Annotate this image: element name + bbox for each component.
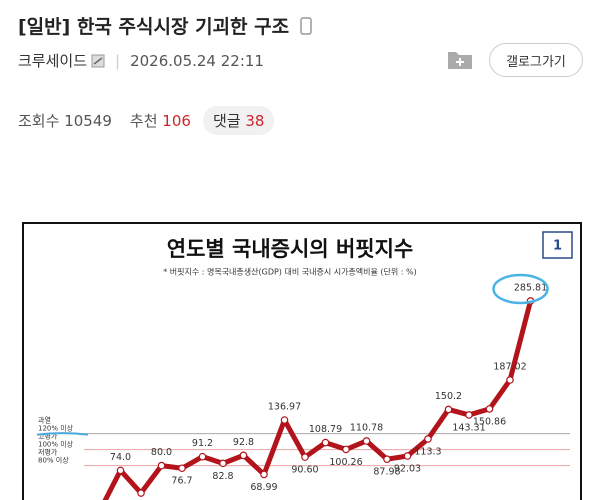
value-label: 108.79 [309, 424, 342, 435]
value-label: 90.60 [291, 465, 318, 476]
reference-label: 고평가 [38, 432, 58, 441]
data-point [239, 451, 248, 460]
post-title: [일반] 한국 주식시장 기괴한 구조 [18, 12, 312, 39]
highlight-circle [492, 273, 549, 305]
reference-label: 과열 [38, 416, 51, 425]
comments-label: 댓글 [212, 112, 241, 130]
datetime: 2026.05.24 22:11 [130, 51, 264, 70]
chart-title: 연도별 국내증시의 버핏지수 [167, 237, 413, 261]
data-point [219, 459, 227, 468]
value-label: 110.78 [350, 422, 383, 433]
views: 10549 [64, 111, 112, 130]
folder-add-icon[interactable] [447, 48, 473, 70]
value-label: 285.81 [514, 282, 547, 293]
value-label: 150.2 [435, 391, 462, 402]
chart-subtitle: * 버핏지수 : 명목국내총생산(GDP) 대비 국내증시 시가총액비율 (단위… [163, 267, 417, 277]
highlight-underline [36, 432, 89, 436]
badge: 1 [553, 239, 562, 254]
data-point [362, 437, 371, 445]
gallog-button[interactable]: 갤로그가기 [489, 43, 583, 77]
title-text: 한국 주식시장 기괴한 구조 [76, 16, 290, 38]
author-icon [91, 54, 105, 67]
value-label: 68.99 [250, 482, 277, 493]
badge-box [542, 231, 573, 259]
data-point [198, 452, 207, 461]
data-point [383, 455, 391, 464]
data-point [301, 453, 309, 461]
category: [일반] [18, 16, 71, 38]
value-label: 113.3 [414, 446, 441, 457]
post-stats: 조회수 10549 추천 106 댓글 38 [18, 106, 275, 135]
data-point [444, 405, 453, 414]
value-label: 100.26 [329, 457, 362, 468]
recommend-label: 추천 [129, 112, 158, 130]
data-point [506, 376, 514, 384]
value-label: 150.86 [473, 416, 506, 427]
value-label: 92.03 [394, 463, 421, 474]
data-point [403, 452, 412, 460]
data-point [321, 438, 330, 447]
value-label: 92.8 [233, 437, 254, 448]
data-point [280, 416, 289, 424]
value-label: 136.97 [268, 402, 301, 413]
value-label: 82.8 [212, 471, 233, 482]
value-label: 143.31 [452, 422, 485, 433]
recommend: 106 [162, 111, 191, 130]
value-label: 74.0 [110, 452, 131, 463]
data-point [260, 470, 268, 479]
separator: | [115, 51, 121, 70]
chart-image: 연도별 국내증시의 버핏지수 * 버핏지수 : 명목국내총생산(GDP) 대비 … [22, 222, 582, 500]
mobile-icon [299, 17, 312, 35]
data-point [178, 464, 186, 473]
comments: 38 [245, 112, 265, 130]
data-point [485, 405, 494, 413]
data-point [137, 489, 145, 497]
value-label: 76.7 [171, 476, 192, 487]
value-label: 80.0 [151, 447, 172, 458]
data-point [424, 435, 432, 443]
author[interactable]: 크루세이드 [18, 52, 88, 70]
data-point [116, 466, 125, 475]
data-point [465, 411, 473, 419]
data-point [157, 461, 166, 470]
reference-sublabel: 120% 이상 [38, 424, 74, 433]
value-label: 87.98 [373, 467, 400, 478]
reference-label: 저평가 [38, 448, 58, 457]
value-label: 187.02 [493, 361, 526, 372]
reference-sublabel: 80% 이상 [38, 456, 69, 465]
data-line [102, 300, 533, 500]
data-point [342, 445, 350, 454]
reference-sublabel: 100% 이상 [38, 440, 74, 449]
comments-pill[interactable]: 댓글 38 [202, 106, 275, 135]
post-meta: 크루세이드 | 2026.05.24 22:11 [18, 50, 264, 71]
value-label: 91.2 [192, 438, 213, 449]
views-label: 조회수 [18, 112, 60, 130]
